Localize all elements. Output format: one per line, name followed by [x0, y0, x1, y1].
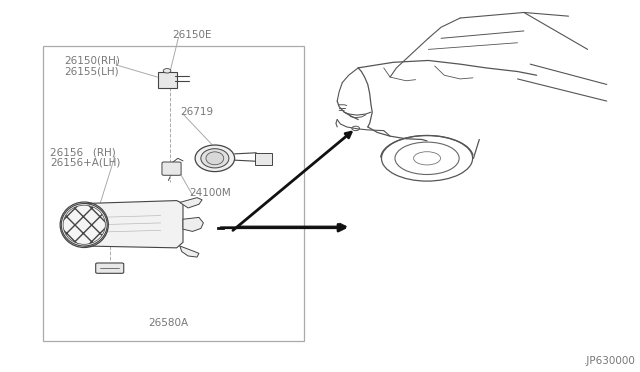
Ellipse shape — [195, 145, 235, 171]
Polygon shape — [180, 198, 202, 208]
Text: 26155(LH): 26155(LH) — [64, 67, 118, 77]
Text: 26719: 26719 — [180, 107, 213, 117]
Text: 24100M: 24100M — [189, 188, 231, 198]
Text: .JP630000: .JP630000 — [584, 356, 636, 366]
Text: 26150E: 26150E — [172, 30, 212, 40]
FancyBboxPatch shape — [255, 153, 271, 164]
Circle shape — [163, 68, 171, 73]
Polygon shape — [183, 217, 204, 231]
Ellipse shape — [206, 152, 224, 165]
FancyBboxPatch shape — [157, 72, 177, 88]
FancyBboxPatch shape — [162, 162, 181, 175]
Ellipse shape — [61, 203, 107, 246]
Text: 26156   (RH): 26156 (RH) — [50, 148, 116, 158]
Text: 26156+A(LH): 26156+A(LH) — [50, 158, 120, 168]
Ellipse shape — [201, 149, 229, 168]
Polygon shape — [84, 201, 183, 248]
FancyBboxPatch shape — [96, 263, 124, 273]
Text: 26580A: 26580A — [148, 318, 188, 328]
Polygon shape — [180, 246, 199, 257]
Text: 26150(RH): 26150(RH) — [64, 55, 120, 65]
Bar — [43, 46, 304, 341]
